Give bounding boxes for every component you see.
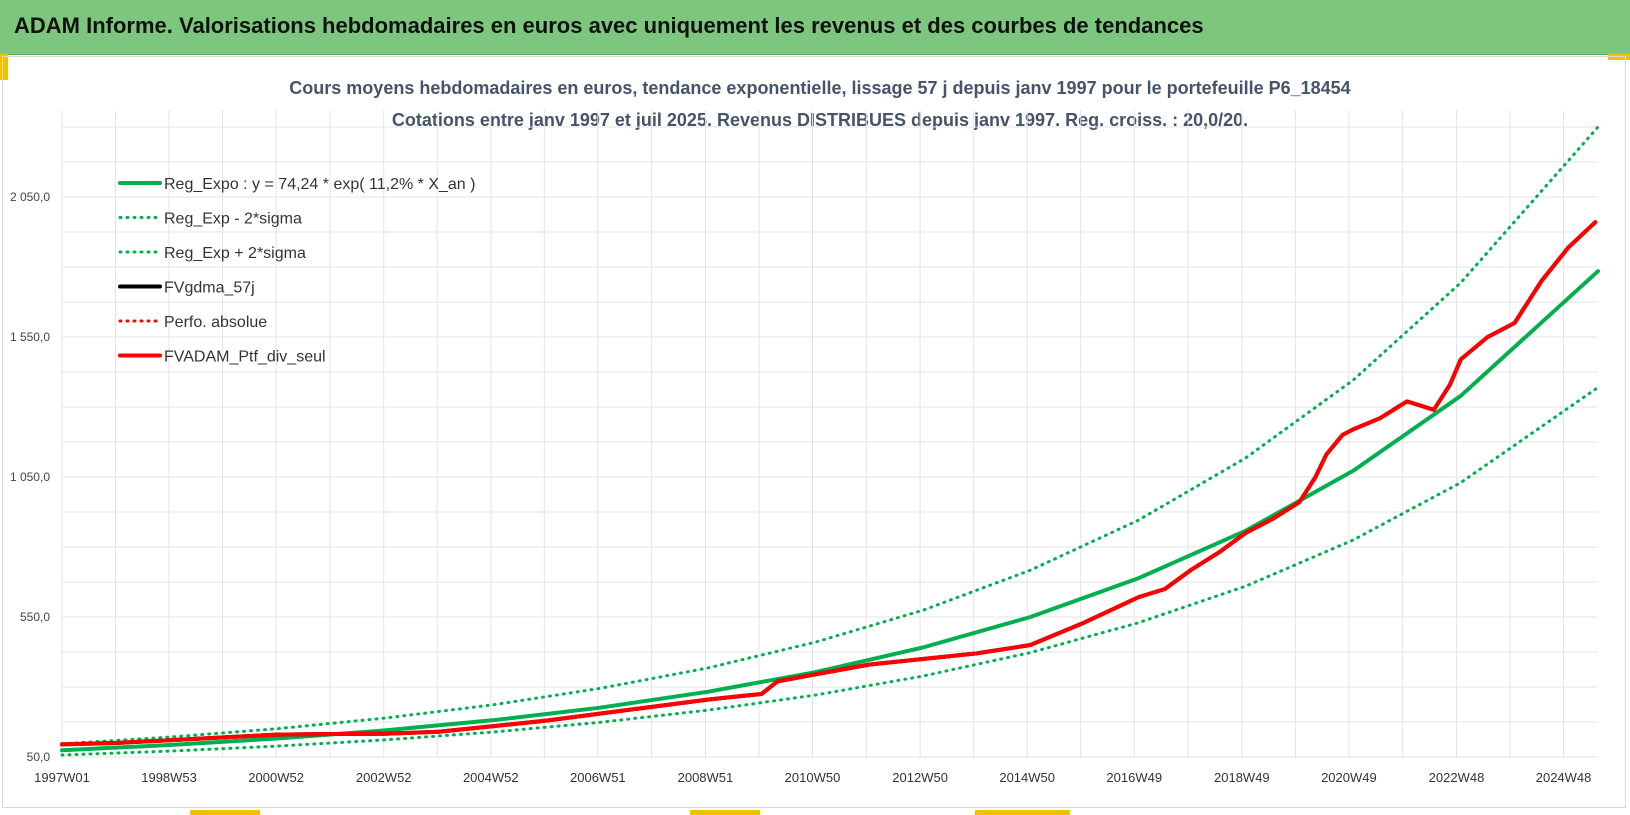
x-tick-label: 1998W53 — [141, 770, 197, 785]
chart-frame — [2, 56, 1626, 808]
axis-layer: 50,0 550,0 1 050,0 1 550,0 2 050,0 1997W01 199… — [10, 190, 1591, 785]
page-title: ADAM Informe. Valorisations hebdomadaire… — [14, 13, 1204, 38]
footer-accent-2 — [690, 810, 760, 815]
x-tick-label: 2000W52 — [248, 770, 304, 785]
x-tick-label: 2020W49 — [1321, 770, 1377, 785]
series-line-5 — [60, 220, 1598, 747]
legend-label: Perfo. absolue — [164, 314, 267, 331]
x-tick-label: 2014W50 — [999, 770, 1055, 785]
legend-label: FVADAM_Ptf_div_seul — [164, 349, 326, 366]
y-tick-label: 1 050,0 — [10, 470, 50, 484]
x-tick-label: 2022W48 — [1429, 770, 1485, 785]
series-line-4 — [60, 220, 1597, 746]
series-layer — [60, 125, 1600, 757]
series-line-3 — [60, 220, 1598, 747]
x-tick-label: 2024W48 — [1536, 770, 1592, 785]
series-line-0 — [60, 269, 1600, 753]
header-bar: ADAM Informe. Valorisations hebdomadaire… — [0, 0, 1630, 55]
chart-legend: Reg_Expo : y = 74,24 * exp( 11,2% * X_an… — [118, 176, 475, 366]
y-tick-label: 2 050,0 — [10, 190, 50, 204]
legend-label: Reg_Exp - 2*sigma — [164, 211, 302, 228]
chart-title: Cours moyens hebdomadaires en euros, ten… — [0, 72, 1630, 136]
x-tick-label: 2006W51 — [570, 770, 626, 785]
x-tick-label: 2016W49 — [1106, 770, 1162, 785]
legend-label: Reg_Expo : y = 74,24 * exp( 11,2% * X_an… — [164, 176, 475, 193]
x-tick-label: 2010W50 — [785, 770, 841, 785]
accent-bar-right — [1608, 54, 1630, 60]
x-tick-label: 1997W01 — [34, 770, 90, 785]
legend-label: FVgdma_57j — [164, 280, 255, 297]
x-tick-label: 2004W52 — [463, 770, 519, 785]
y-tick-label: 50,0 — [27, 750, 51, 764]
series-line-2 — [60, 125, 1600, 746]
accent-bar-left — [0, 54, 8, 80]
x-tick-label: 2018W49 — [1214, 770, 1270, 785]
footer-accent-3 — [975, 810, 1070, 815]
y-tick-label: 1 550,0 — [10, 330, 50, 344]
x-tick-label: 2012W50 — [892, 770, 948, 785]
footer-accent-1 — [190, 810, 260, 815]
grid-layer — [61, 110, 1598, 758]
legend-label: Reg_Exp + 2*sigma — [164, 245, 306, 262]
x-tick-label: 2008W51 — [678, 770, 734, 785]
series-line-1 — [60, 385, 1600, 757]
chart-title-line-1: Cours moyens hebdomadaires en euros, ten… — [289, 78, 1351, 98]
y-tick-label: 550,0 — [20, 610, 50, 624]
chart-title-line-2: Cotations entre janv 1997 et juil 2025. … — [391, 110, 1249, 130]
x-tick-label: 2002W52 — [356, 770, 412, 785]
